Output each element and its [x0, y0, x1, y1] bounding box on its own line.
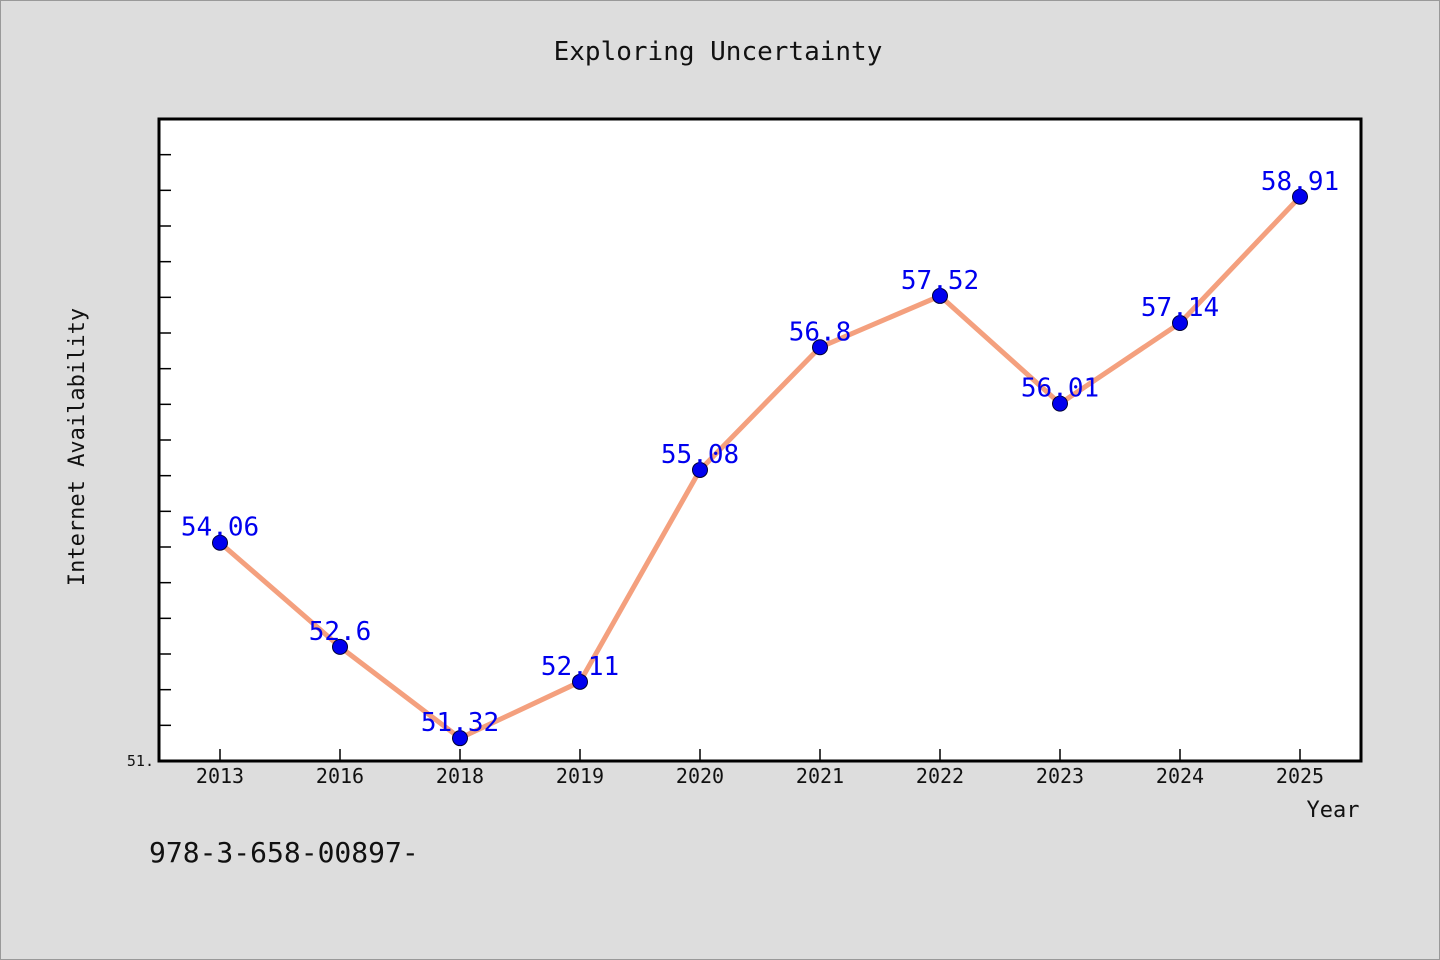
data-label: 52.6	[309, 617, 372, 647]
data-point	[332, 638, 348, 655]
data-point	[212, 534, 228, 551]
x-tick-label: 2024	[1156, 764, 1204, 788]
data-point	[1172, 315, 1188, 332]
x-tick-label: 2018	[436, 764, 484, 788]
y-tick-label: 51.	[127, 752, 154, 770]
data-label: 51.32	[421, 708, 499, 738]
x-tick-label: 2025	[1276, 764, 1324, 788]
y-axis-ticks	[159, 153, 171, 727]
data-label: 54.06	[181, 513, 259, 543]
data-label: 56.8	[789, 317, 852, 347]
data-point	[1052, 395, 1068, 412]
data-point	[932, 287, 948, 304]
data-label: 57.14	[1141, 293, 1219, 323]
data-labels: 54.06 52.6 51.32 52.11 55.08 56.8 57.52 56.01 57…	[181, 167, 1339, 738]
y-axis-label: Internet Availability	[65, 308, 90, 586]
data-label: 56.01	[1021, 374, 1099, 404]
data-label: 55.08	[661, 440, 739, 470]
data-point	[452, 730, 468, 747]
data-point	[692, 461, 708, 478]
x-tick-label: 2023	[1036, 764, 1084, 788]
footer-text: 978-3-658-00897-	[149, 836, 419, 869]
data-label: 52.11	[541, 652, 619, 682]
x-tick-label: 2013	[196, 764, 244, 788]
x-tick-label: 2019	[556, 764, 604, 788]
chart-title: Exploring Uncertainty	[554, 37, 883, 67]
x-tick-label: 2016	[316, 764, 364, 788]
data-point	[812, 339, 828, 356]
x-axis-label: Year	[1307, 798, 1360, 823]
data-label: 57.52	[901, 266, 979, 296]
x-tick-label: 2020	[676, 764, 724, 788]
series-line	[218, 195, 1302, 741]
x-axis-tick-labels: 2013 2016 2018 2019 2020 2021 2022 2023 2024 2025	[196, 764, 1324, 788]
x-tick-label: 2022	[916, 764, 964, 788]
data-markers	[212, 188, 1308, 747]
x-tick-label: 2021	[796, 764, 844, 788]
data-point	[572, 673, 588, 690]
plot-area	[157, 117, 1363, 763]
x-axis-ticks	[219, 749, 1301, 761]
data-point	[1292, 188, 1308, 205]
data-label: 58.91	[1261, 167, 1339, 197]
